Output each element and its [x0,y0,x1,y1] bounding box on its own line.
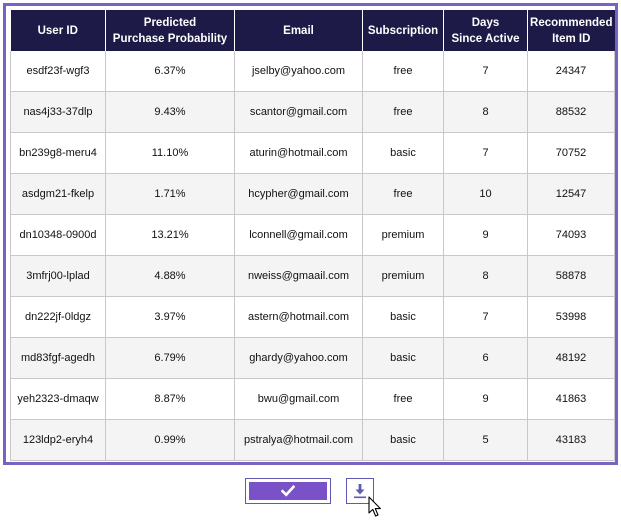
cell-purchase-probability: 9.43% [105,91,235,133]
cell-purchase-probability: 11.10% [105,132,235,174]
cell-subscription: basic [362,132,444,174]
table-row: bn239g8-meru4 11.10% aturin@hotmail.com … [10,132,615,174]
cell-days-since-active: 8 [443,255,528,297]
column-header-user-id[interactable]: User ID [10,10,106,51]
cell-purchase-probability: 13.21% [105,214,235,256]
table-row: dn222jf-0ldgz 3.97% astern@hotmail.com b… [10,296,615,338]
cell-subscription: free [362,51,444,92]
column-header-purchase-probability[interactable]: Predicted Purchase Probability [105,10,235,51]
cell-user-id: md83fgf-agedh [10,337,106,379]
table-row: asdgm21-fkelp 1.71% hcypher@gmail.com fr… [10,173,615,215]
cell-days-since-active: 7 [443,132,528,174]
cell-subscription: basic [362,337,444,379]
cell-user-id: bn239g8-meru4 [10,132,106,174]
table-row: yeh2323-dmaqw 8.87% bwu@gmail.com free 9… [10,378,615,420]
cell-user-id: dn222jf-0ldgz [10,296,106,338]
checkmark-icon [281,485,295,497]
cell-subscription: basic [362,419,444,461]
cell-purchase-probability: 8.87% [105,378,235,420]
cell-subscription: free [362,173,444,215]
download-icon [354,484,366,499]
cell-days-since-active: 7 [443,296,528,338]
cell-email: scantor@gmail.com [234,91,363,133]
cell-purchase-probability: 3.97% [105,296,235,338]
table-row: esdf23f-wgf3 6.37% jselby@yahoo.com free… [10,51,615,92]
cell-days-since-active: 10 [443,173,528,215]
cell-purchase-probability: 6.37% [105,51,235,92]
cell-purchase-probability: 4.88% [105,255,235,297]
cell-email: bwu@gmail.com [234,378,363,420]
cell-email: astern@hotmail.com [234,296,363,338]
cell-recommended-item-id: 41863 [527,378,615,420]
results-table: User ID Predicted Purchase Probability Em… [10,10,615,461]
cell-email: hcypher@gmail.com [234,173,363,215]
cell-recommended-item-id: 88532 [527,91,615,133]
cell-recommended-item-id: 74093 [527,214,615,256]
mouse-cursor-icon [368,496,381,517]
cell-purchase-probability: 0.99% [105,419,235,461]
cell-subscription: free [362,378,444,420]
column-header-subscription[interactable]: Subscription [362,10,444,51]
cell-days-since-active: 8 [443,91,528,133]
cell-days-since-active: 9 [443,214,528,256]
cell-user-id: 3mfrj00-lplad [10,255,106,297]
table-row: 3mfrj00-lplad 4.88% nweiss@gmaail.com pr… [10,255,615,297]
column-header-email[interactable]: Email [234,10,363,51]
cell-email: jselby@yahoo.com [234,51,363,92]
cell-purchase-probability: 6.79% [105,337,235,379]
table-row: 123ldp2-eryh4 0.99% pstralya@hotmail.com… [10,419,615,461]
cell-recommended-item-id: 70752 [527,132,615,174]
cell-days-since-active: 9 [443,378,528,420]
cell-recommended-item-id: 24347 [527,51,615,92]
cell-recommended-item-id: 12547 [527,173,615,215]
cell-user-id: dn10348-0900d [10,214,106,256]
cell-recommended-item-id: 48192 [527,337,615,379]
cell-purchase-probability: 1.71% [105,173,235,215]
confirm-button[interactable] [249,482,327,500]
cell-subscription: premium [362,214,444,256]
confirm-button-frame [245,478,331,504]
column-header-days-since-active[interactable]: Days Since Active [443,10,528,51]
cell-days-since-active: 5 [443,419,528,461]
download-button[interactable] [346,478,374,504]
cell-subscription: free [362,91,444,133]
cell-email: ghardy@yahoo.com [234,337,363,379]
cell-email: aturin@hotmail.com [234,132,363,174]
cell-recommended-item-id: 43183 [527,419,615,461]
table-header-row: User ID Predicted Purchase Probability Em… [10,10,615,51]
column-header-recommended-item-id[interactable]: Recommended Item ID [527,10,615,51]
cell-subscription: basic [362,296,444,338]
cell-recommended-item-id: 58878 [527,255,615,297]
cell-user-id: yeh2323-dmaqw [10,378,106,420]
table-row: nas4j33-37dlp 9.43% scantor@gmail.com fr… [10,91,615,133]
cell-recommended-item-id: 53998 [527,296,615,338]
table-row: md83fgf-agedh 6.79% ghardy@yahoo.com bas… [10,337,615,379]
cell-email: nweiss@gmaail.com [234,255,363,297]
cell-user-id: 123ldp2-eryh4 [10,419,106,461]
results-table-frame: User ID Predicted Purchase Probability Em… [3,3,618,465]
cell-user-id: esdf23f-wgf3 [10,51,106,92]
cell-subscription: premium [362,255,444,297]
cell-email: lconnell@gmail.com [234,214,363,256]
cell-days-since-active: 6 [443,337,528,379]
cell-user-id: asdgm21-fkelp [10,173,106,215]
cell-email: pstralya@hotmail.com [234,419,363,461]
cell-days-since-active: 7 [443,51,528,92]
table-row: dn10348-0900d 13.21% lconnell@gmail.com … [10,214,615,256]
cell-user-id: nas4j33-37dlp [10,91,106,133]
